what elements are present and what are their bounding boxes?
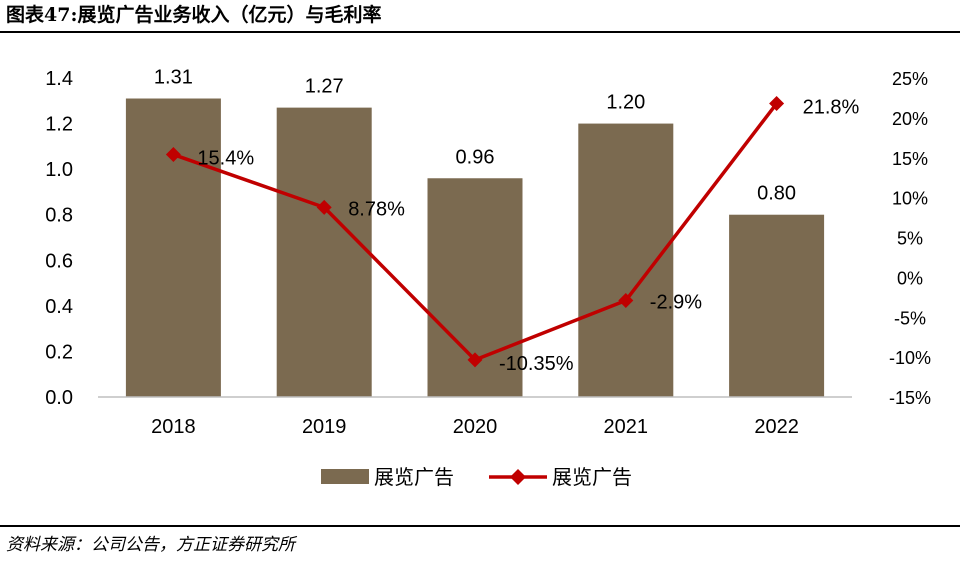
bar-value-label-2020: 0.96 xyxy=(456,146,495,168)
line-value-label-2021: -2.9% xyxy=(650,292,702,314)
line-point-2018 xyxy=(165,147,181,163)
title-divider xyxy=(0,31,960,33)
legend-bar-label: 展览广告 xyxy=(374,466,454,489)
right-tick-label: 10% xyxy=(892,189,928,209)
right-tick-label: -10% xyxy=(889,348,931,368)
left-axis: 0.0 0.2 0.4 0.6 0.8 1.0 1.2 1.4 xyxy=(45,68,73,409)
line-labels-layer: 15.4% 8.78% -10.35% -2.9% 21.8% xyxy=(197,97,859,375)
line-value-label-2019: 8.78% xyxy=(348,198,405,220)
footer-divider xyxy=(0,525,960,527)
line-value-label-2020: -10.35% xyxy=(499,353,574,375)
bar-value-label-2019: 1.27 xyxy=(305,76,344,98)
bar-value-label-2021: 1.20 xyxy=(606,92,645,114)
left-tick-label: 1.2 xyxy=(45,114,73,136)
left-tick-label: 0.6 xyxy=(45,250,73,272)
right-tick-label: 0% xyxy=(897,268,923,288)
line-layer xyxy=(165,96,785,368)
bar-2022 xyxy=(729,214,825,397)
x-tick-label-2022: 2022 xyxy=(754,416,799,438)
left-tick-label: 0.2 xyxy=(45,341,73,363)
line-value-label-2018: 15.4% xyxy=(197,148,254,170)
line-value-label-2022: 21.8% xyxy=(803,97,860,119)
left-tick-label: 1.4 xyxy=(45,68,73,90)
legend-line-marker xyxy=(510,469,526,485)
right-tick-label: 15% xyxy=(892,149,928,169)
x-tick-label-2020: 2020 xyxy=(453,416,498,438)
right-axis: -15% -10% -5% 0% 5% 10% 15% 20% 25% xyxy=(889,69,931,408)
right-tick-label: 20% xyxy=(892,109,928,129)
x-tick-label-2018: 2018 xyxy=(151,416,196,438)
right-tick-label: 25% xyxy=(892,69,928,89)
bar-labels-layer: 1.31 1.27 0.96 1.20 0.80 xyxy=(154,67,796,205)
line-point-2019 xyxy=(316,199,332,215)
chart-title: 图表47:展览广告业务收入（亿元）与毛利率 xyxy=(6,4,382,26)
bars-layer xyxy=(125,98,825,398)
bar-2018 xyxy=(125,98,221,397)
combo-chart: 1.31 1.27 0.96 1.20 0.80 0.0 0.2 0.4 0.6 0.8 1.0 1… xyxy=(45,67,931,489)
x-axis: 2018 2019 2020 2021 2022 xyxy=(151,416,799,438)
left-tick-label: 0.4 xyxy=(45,296,73,318)
source-note: 资料来源：公司公告，方正证券研究所 xyxy=(6,535,295,555)
line-point-2021 xyxy=(618,293,634,309)
left-tick-label: 0.0 xyxy=(45,387,73,409)
left-tick-label: 1.0 xyxy=(45,159,73,181)
bar-2019 xyxy=(276,107,372,397)
line-point-2020 xyxy=(467,352,483,368)
right-tick-label: 5% xyxy=(897,229,923,249)
left-tick-label: 0.8 xyxy=(45,205,73,227)
legend: 展览广告 展览广告 xyxy=(321,466,632,489)
right-tick-label: -15% xyxy=(889,388,931,408)
legend-bar-swatch xyxy=(321,469,369,484)
legend-line-label: 展览广告 xyxy=(552,466,632,489)
right-tick-label: -5% xyxy=(894,308,926,328)
bar-2021 xyxy=(578,123,674,398)
bar-value-label-2018: 1.31 xyxy=(154,67,193,89)
x-tick-label-2021: 2021 xyxy=(604,416,649,438)
bar-value-label-2022: 0.80 xyxy=(757,183,796,205)
x-tick-label-2019: 2019 xyxy=(302,416,347,438)
line-point-2022 xyxy=(769,96,785,112)
